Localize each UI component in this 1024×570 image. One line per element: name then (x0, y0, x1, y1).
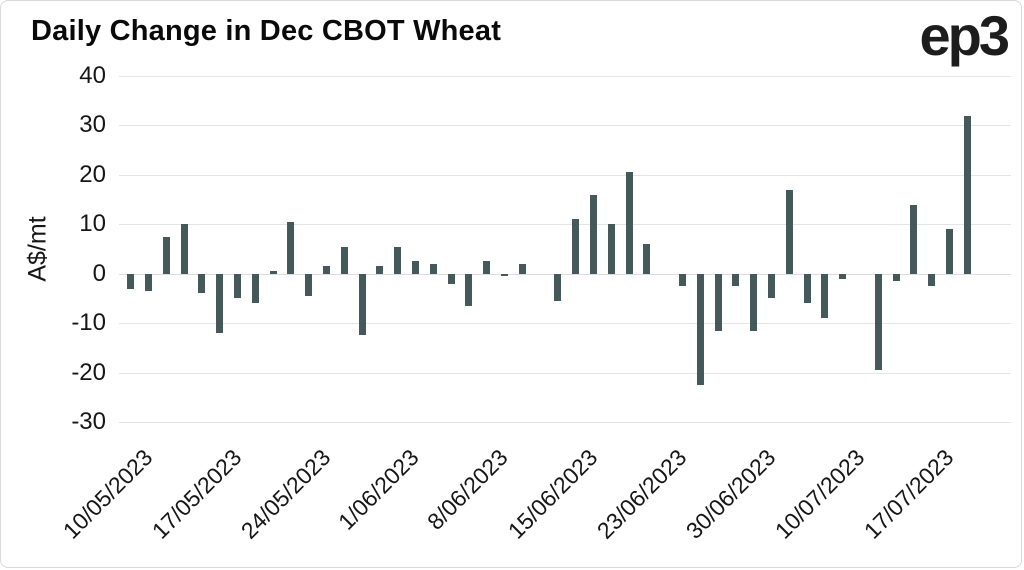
bar (785, 189, 793, 274)
bar (251, 273, 259, 304)
bar (198, 273, 206, 294)
gridline (119, 224, 1011, 226)
bar (803, 273, 811, 304)
bar (305, 273, 313, 296)
bar (394, 246, 402, 274)
bar (127, 273, 135, 289)
y-tick-label: -10 (71, 309, 106, 337)
gridline (119, 174, 1011, 176)
bar (376, 266, 384, 274)
bar (216, 273, 224, 334)
bar (928, 273, 936, 287)
bar (839, 273, 847, 279)
y-tick-label: 20 (79, 160, 106, 188)
y-tick-label: 0 (92, 259, 106, 287)
x-tick-label: 30/06/2023 (680, 444, 781, 544)
bar (696, 273, 704, 385)
y-tick-label: -20 (71, 358, 106, 386)
bar (447, 273, 455, 284)
bar (572, 219, 580, 274)
y-tick-label: 10 (79, 210, 106, 238)
gridline (119, 323, 1011, 325)
x-tick-label: 10/07/2023 (769, 444, 870, 544)
bar (145, 273, 152, 291)
x-tick-label: 24/05/2023 (235, 444, 336, 544)
bar (340, 246, 348, 274)
y-tick-label: 40 (79, 62, 106, 89)
bar (590, 194, 597, 274)
bar (643, 244, 651, 274)
gridline (119, 372, 1011, 374)
y-tick-label: -30 (71, 408, 106, 435)
gridline (119, 273, 1011, 275)
x-tick-label: 23/06/2023 (591, 444, 692, 544)
x-tick-label: 17/05/2023 (146, 444, 247, 544)
bar (750, 273, 758, 331)
gridline (119, 422, 1011, 423)
bar (465, 273, 473, 306)
bar (732, 273, 740, 287)
bar (287, 221, 295, 274)
y-axis-tick-labels: 40 30 20 10 0 -10 -20 -30 (1, 62, 106, 435)
bar (429, 263, 437, 274)
bar (910, 204, 918, 274)
bar (714, 273, 722, 331)
x-axis-tick-labels: 10/05/2023 17/05/2023 24/05/2023 1/06/2023 8… (57, 422, 1011, 567)
gridline (119, 76, 1011, 77)
plot-area (116, 76, 1011, 423)
bar (892, 273, 900, 282)
bar (607, 224, 615, 274)
x-tick-label: 8/06/2023 (422, 444, 514, 535)
x-tick-label: 17/07/2023 (858, 444, 959, 544)
bar (234, 273, 241, 299)
bar (358, 273, 366, 336)
bar (963, 115, 971, 274)
bar (483, 261, 491, 274)
bar (518, 263, 526, 274)
bar (323, 266, 330, 274)
bar (768, 273, 775, 299)
bar (946, 229, 953, 274)
gridline (119, 125, 1011, 127)
x-tick-label: 1/06/2023 (333, 444, 425, 535)
ep3-logo: ep3 (919, 4, 1010, 67)
chart-title: Daily Change in Dec CBOT Wheat (31, 15, 502, 47)
bar (269, 271, 277, 274)
bar (679, 273, 686, 287)
y-tick-label: 30 (79, 111, 106, 139)
x-tick-label: 10/05/2023 (57, 444, 158, 544)
bar (501, 273, 508, 277)
bar (625, 172, 633, 274)
x-tick-label: 15/06/2023 (502, 444, 603, 544)
bar (874, 273, 882, 371)
bar (412, 261, 419, 274)
bar (162, 236, 170, 274)
bar (180, 224, 188, 274)
bar (554, 273, 562, 301)
bar (821, 273, 829, 319)
